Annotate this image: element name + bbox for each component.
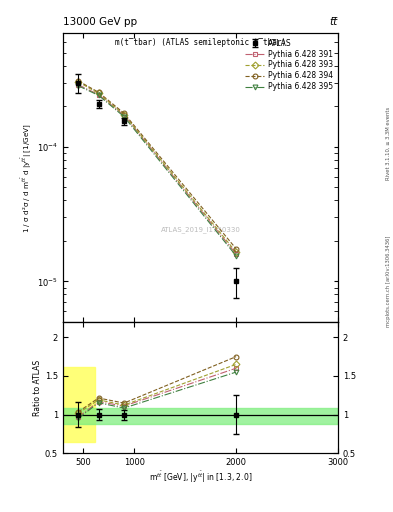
Y-axis label: Ratio to ATLAS: Ratio to ATLAS	[33, 359, 42, 416]
Text: Rivet 3.1.10, ≥ 3.3M events: Rivet 3.1.10, ≥ 3.3M events	[386, 106, 391, 180]
Line: Pythia 6.428 395: Pythia 6.428 395	[76, 83, 239, 258]
Pythia 6.428 391	[234, 251, 239, 257]
Pythia 6.428 391	[76, 82, 81, 88]
Text: mcplots.cern.ch [arXiv:1306.3436]: mcplots.cern.ch [arXiv:1306.3436]	[386, 236, 391, 327]
Pythia 6.428 393	[234, 249, 239, 255]
Pythia 6.428 391	[122, 112, 127, 118]
Bar	[63, 367, 95, 441]
Y-axis label: 1 / σ d²σ / d m$^{t\bar{t}}$ d |y$^{t\bar{t}}$| [1/GeV]: 1 / σ d²σ / d m$^{t\bar{t}}$ d |y$^{t\ba…	[20, 122, 34, 232]
Line: Pythia 6.428 394: Pythia 6.428 394	[76, 78, 239, 251]
X-axis label: m$^{t\bar{t}}$ [GeV], |y$^{t\bar{t}}$| in [1.3, 2.0]: m$^{t\bar{t}}$ [GeV], |y$^{t\bar{t}}$| i…	[149, 470, 252, 485]
Line: Pythia 6.428 393: Pythia 6.428 393	[76, 79, 239, 254]
Pythia 6.428 391	[96, 92, 101, 98]
Text: 13000 GeV pp: 13000 GeV pp	[63, 16, 137, 27]
Pythia 6.428 394	[234, 246, 239, 252]
Text: tt̅: tt̅	[330, 16, 338, 27]
Pythia 6.428 395	[76, 83, 81, 89]
Pythia 6.428 395	[122, 114, 127, 120]
Bar	[63, 409, 338, 424]
Pythia 6.428 395	[96, 92, 101, 98]
Legend: ATLAS, Pythia 6.428 391, Pythia 6.428 393, Pythia 6.428 394, Pythia 6.428 395: ATLAS, Pythia 6.428 391, Pythia 6.428 39…	[244, 37, 334, 93]
Pythia 6.428 393	[122, 112, 127, 118]
Pythia 6.428 393	[96, 90, 101, 96]
Pythia 6.428 394	[122, 110, 127, 116]
Pythia 6.428 395	[234, 253, 239, 259]
Pythia 6.428 394	[96, 89, 101, 95]
Text: ATLAS_2019_I1750330: ATLAS_2019_I1750330	[160, 226, 241, 233]
Pythia 6.428 393	[76, 79, 81, 85]
Text: m(t̅tbar) (ATLAS semileptonic t̅tbar): m(t̅tbar) (ATLAS semileptonic t̅tbar)	[115, 37, 286, 47]
Pythia 6.428 394	[76, 78, 81, 84]
Line: Pythia 6.428 391: Pythia 6.428 391	[76, 82, 239, 257]
